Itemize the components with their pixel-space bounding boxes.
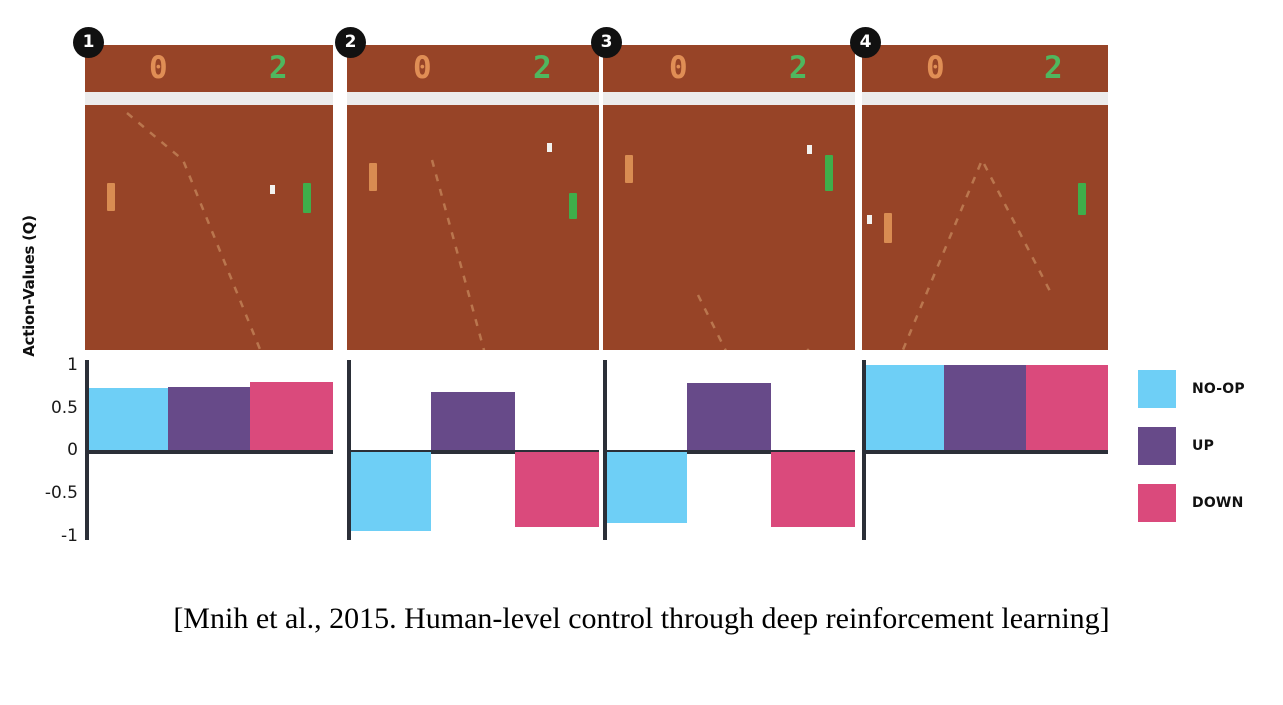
panel-badge-4: 4 [850,27,881,58]
playfield-2 [347,105,599,350]
score-left-2: 0 [413,50,432,86]
ball-trajectory-1 [126,112,262,350]
figure-caption: [Mnih et al., 2015. Human-level control … [173,602,1110,635]
score-right-3: 2 [789,50,808,86]
bar-no-op-panel-2 [347,452,431,532]
bar-down-panel-1 [250,382,333,450]
bar-no-op-panel-4 [862,365,944,450]
legend-item-down: DOWN [1138,482,1278,524]
y-tick-0: 0 [67,440,78,460]
zero-line-2 [347,450,599,454]
score-divider-4 [862,92,1108,105]
bar-no-op-panel-1 [85,387,168,450]
action-value-chart-4 [862,360,1108,540]
playfield-3 [603,105,855,350]
ball-1 [270,185,275,194]
ball-trajectory-4 [901,157,1054,350]
legend-swatch-no-op [1138,370,1176,408]
bar-down-panel-3 [771,452,855,527]
legend-label-up: UP [1192,438,1215,454]
y-tick-0p5: 0.5 [50,398,78,418]
y-axis-ticks: 1 0.5 0 -0.5 -1 [34,0,78,705]
zero-line-4 [862,450,1108,454]
paddle-left-2 [369,163,377,191]
y-axis-line-2 [347,360,351,540]
ball-4 [867,215,872,224]
legend: NO-OP UP DOWN [1138,368,1278,539]
bar-down-panel-4 [1026,365,1108,450]
legend-item-up: UP [1138,425,1278,467]
bar-up-panel-3 [687,382,771,450]
paddle-left-1 [107,183,115,211]
paddle-right-1 [303,183,311,213]
panel-badge-3: 3 [591,27,622,58]
legend-label-no-op: NO-OP [1192,381,1245,397]
y-axis-line-1 [85,360,89,540]
score-divider-2 [347,92,599,105]
action-value-chart-1 [85,360,333,540]
paddle-right-3 [825,155,833,191]
score-left-3: 0 [669,50,688,86]
score-left-1: 0 [149,50,168,86]
legend-swatch-down [1138,484,1176,522]
bar-down-panel-2 [515,452,599,527]
bar-up-panel-4 [944,365,1026,450]
y-axis-line-4 [862,360,866,540]
playfield-4 [862,105,1108,350]
panel-badge-2: 2 [335,27,366,58]
legend-item-no-op: NO-OP [1138,368,1278,410]
paddle-right-2 [569,193,577,219]
bar-up-panel-1 [168,387,251,450]
y-tick-1: 1 [67,355,78,375]
paddle-left-4 [884,213,892,243]
ball-2 [547,143,552,152]
score-right-4: 2 [1044,50,1063,86]
ball-3 [807,145,812,154]
y-axis-line-3 [603,360,607,540]
y-tick-m1: -1 [61,526,78,546]
score-left-4: 0 [926,50,945,86]
panel-badge-1: 1 [73,27,104,58]
score-right-2: 2 [533,50,552,86]
legend-label-down: DOWN [1192,495,1244,511]
y-tick-m0p5: -0.5 [44,483,78,503]
zero-line-3 [603,450,855,454]
action-value-chart-3 [603,360,855,540]
playfield-1 [85,105,333,350]
ball-trajectory-2 [430,159,486,350]
bar-no-op-panel-3 [603,452,687,523]
score-divider-1 [85,92,333,105]
paddle-left-3 [625,155,633,183]
paddle-right-4 [1078,183,1086,215]
legend-swatch-up [1138,427,1176,465]
zero-line-1 [85,450,333,454]
ball-trajectory-3 [696,294,814,350]
score-divider-3 [603,92,855,105]
action-value-chart-2 [347,360,599,540]
score-right-1: 2 [269,50,288,86]
bar-up-panel-2 [431,392,515,450]
